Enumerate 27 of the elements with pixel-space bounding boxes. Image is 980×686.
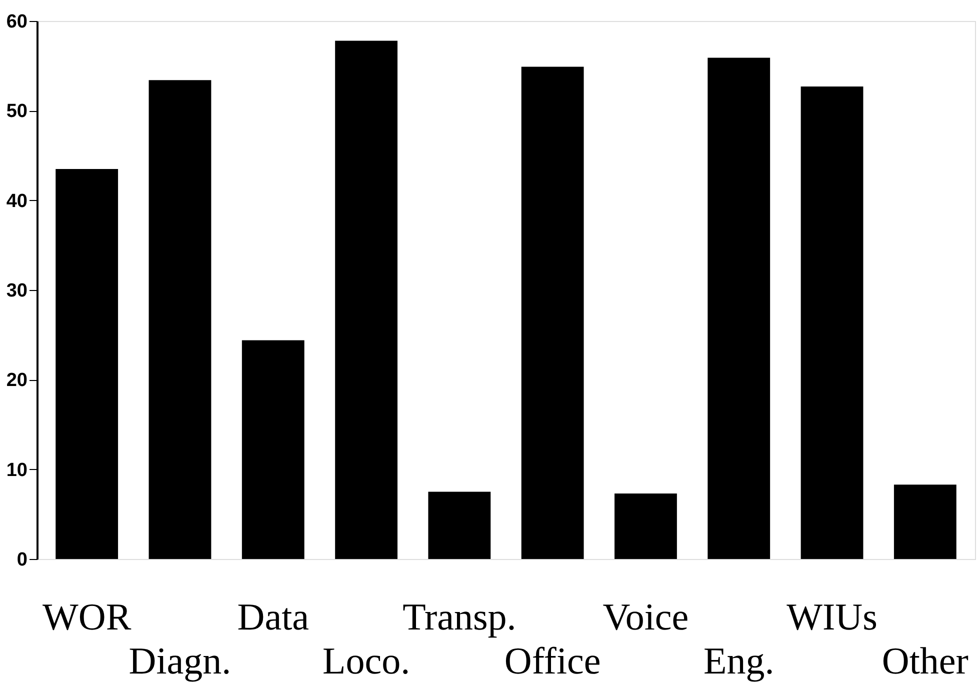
bar: [335, 40, 398, 559]
x-tick-label: Diagn.: [128, 640, 232, 682]
bar: [521, 66, 584, 559]
y-tick-label: 10: [6, 460, 28, 481]
bar: [800, 86, 864, 559]
x-tick-label: WIUs: [786, 596, 878, 638]
x-tick-label: Voice: [602, 596, 689, 638]
y-tick-label: 0: [16, 550, 28, 570]
bar: [708, 58, 770, 559]
bar: [148, 80, 212, 559]
x-tick-label: Transp.: [402, 596, 516, 638]
x-tick-label: Other: [882, 640, 969, 682]
x-tick-label: Eng.: [704, 640, 774, 682]
bar: [894, 484, 956, 559]
y-tick-label: 30: [6, 280, 28, 302]
x-tick-label: Office: [504, 640, 601, 682]
x-tick-label: WOR: [42, 596, 132, 638]
y-tick-label: 20: [6, 370, 28, 392]
y-tick-label: 50: [6, 101, 28, 122]
bar: [242, 340, 304, 559]
x-tick-label: Data: [237, 596, 310, 638]
bar: [56, 168, 118, 559]
y-tick-label: 40: [6, 190, 28, 212]
bar: [614, 494, 677, 559]
y-tick-label: 60: [6, 12, 28, 32]
x-tick-label: Loco.: [322, 640, 410, 682]
bar: [428, 492, 491, 559]
